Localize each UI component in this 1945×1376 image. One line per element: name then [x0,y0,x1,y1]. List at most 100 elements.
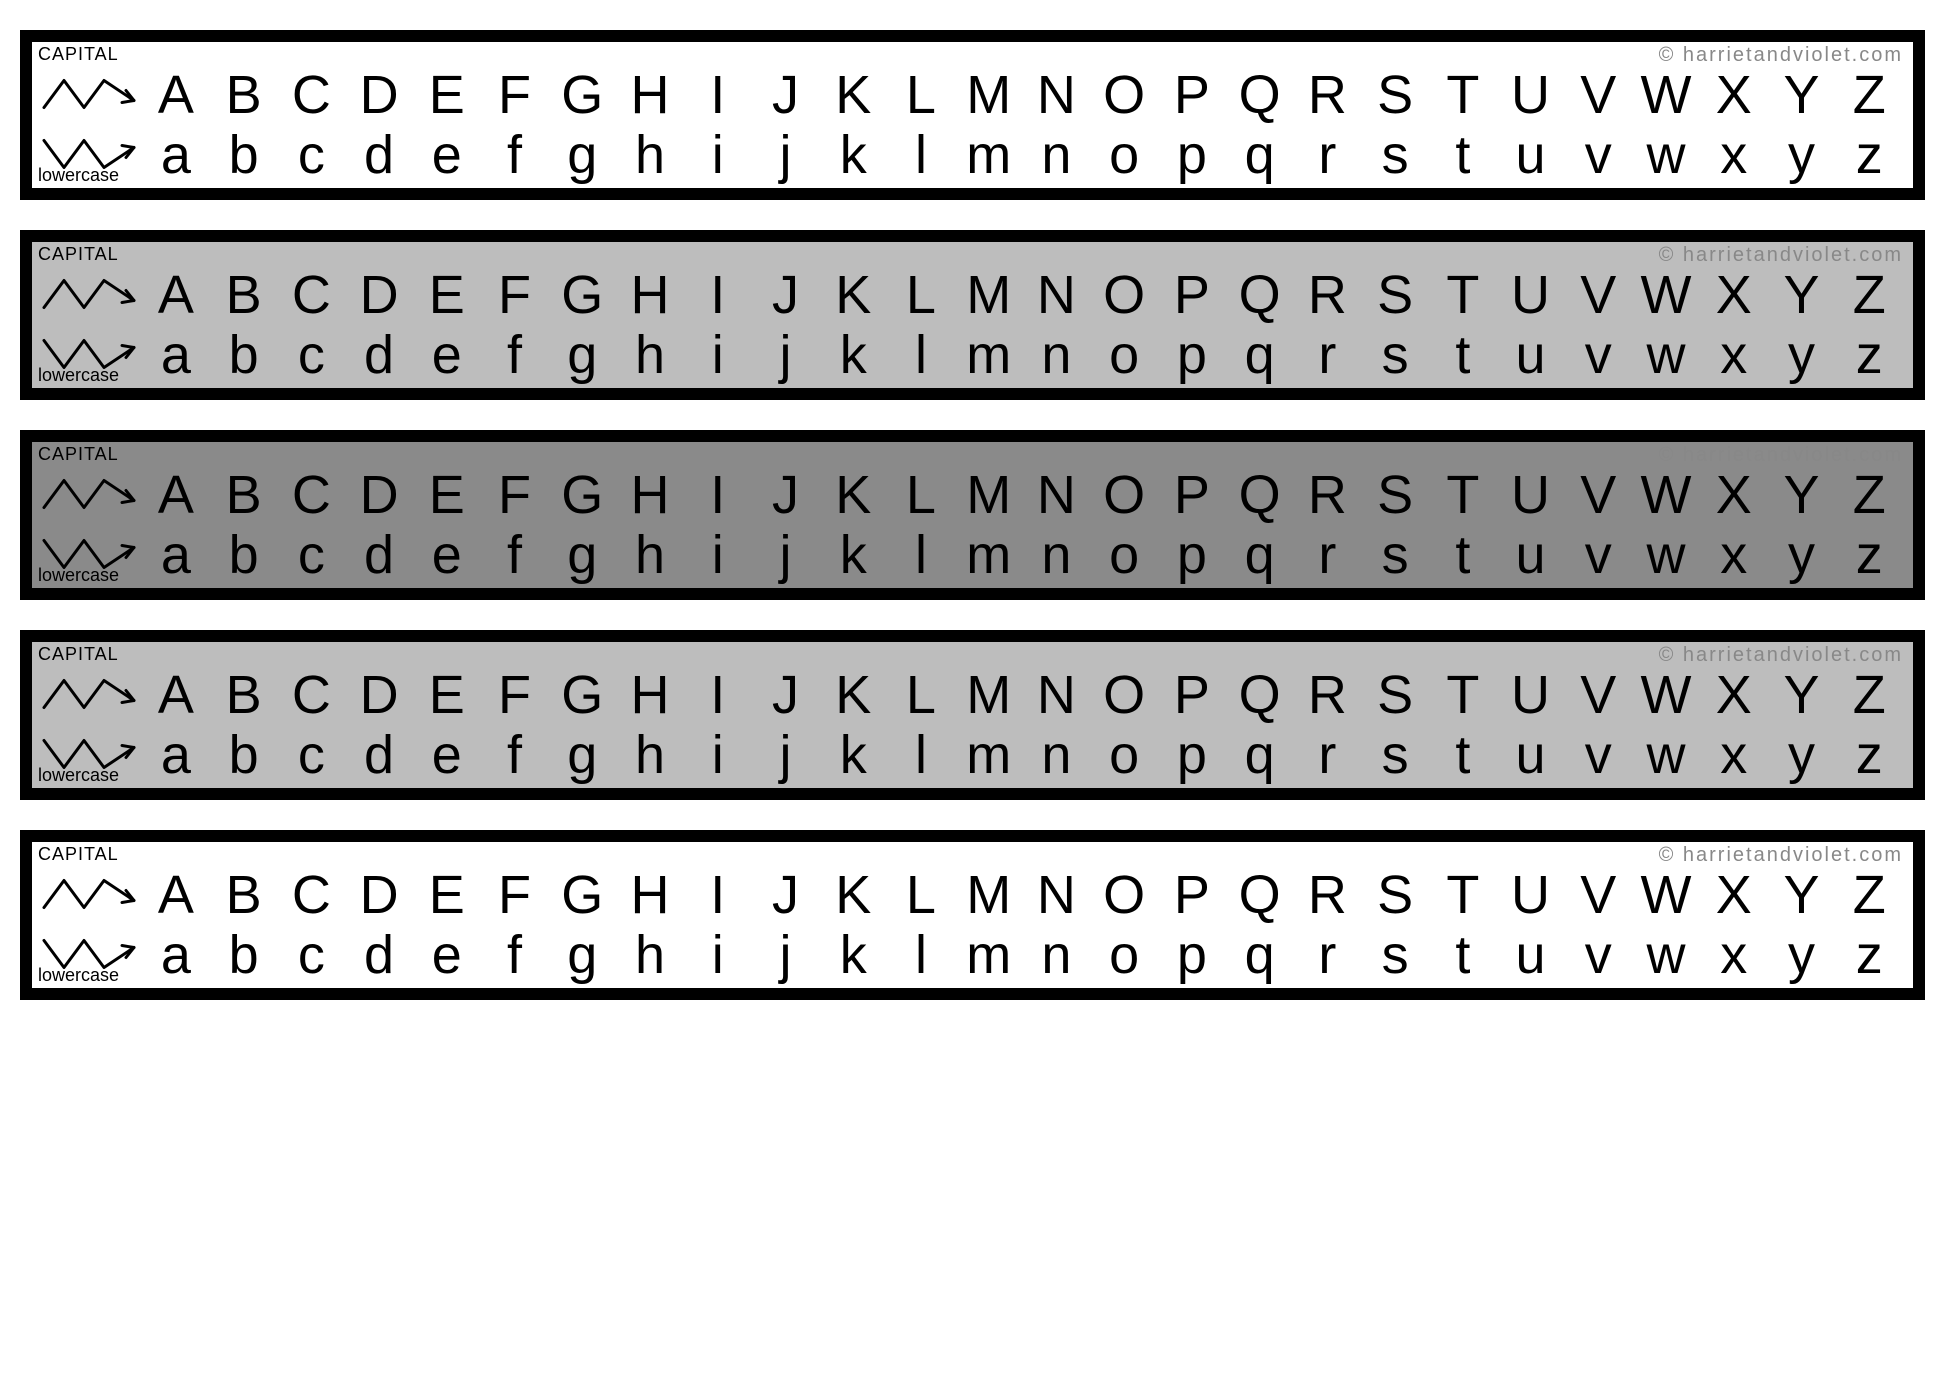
letter-upper: U [1497,868,1565,922]
letter-upper: J [752,868,820,922]
letter-upper: R [1293,668,1361,722]
letter-upper: B [210,468,278,522]
letter-upper: L [887,268,955,322]
letter-upper: P [1158,668,1226,722]
letter-upper: N [1023,668,1091,722]
letter-upper: W [1632,468,1700,522]
letter-upper: O [1090,868,1158,922]
letter-lower: n [1023,928,1091,982]
letter-upper: K [819,668,887,722]
letter-upper: A [142,868,210,922]
letter-lower: j [752,728,820,782]
letter-lower: w [1632,128,1700,182]
letter-lower: c [277,528,345,582]
letter-lower: j [752,928,820,982]
letter-lower: v [1564,128,1632,182]
letter-lower: p [1158,728,1226,782]
letter-lower: v [1564,728,1632,782]
letter-lower: m [955,728,1023,782]
letter-lower: g [548,928,616,982]
letter-lower: i [684,128,752,182]
letter-lower: u [1497,728,1565,782]
letter-lower: k [819,328,887,382]
letter-upper: Q [1226,868,1294,922]
letter-lower: n [1023,128,1091,182]
letter-upper: C [277,668,345,722]
letter-lower: q [1226,928,1294,982]
letter-lower: h [616,928,684,982]
letter-lower: t [1429,728,1497,782]
capital-label: CAPITAL [38,244,119,265]
letter-lower: e [413,128,481,182]
letter-upper: P [1158,268,1226,322]
letter-upper: K [819,268,887,322]
letter-lower: s [1361,928,1429,982]
letter-upper: Y [1768,68,1836,122]
letter-upper: X [1700,468,1768,522]
lowercase-row: abcdefghijklmnopqrstuvwxyz [142,528,1903,582]
alphabet-strips-page: CAPITALlowercase© harrietandviolet.comAB… [0,0,1945,1145]
letter-lower: h [616,728,684,782]
letter-upper: F [481,68,549,122]
letter-lower: u [1497,128,1565,182]
letter-upper: G [548,468,616,522]
letter-upper: A [142,668,210,722]
letter-lower: q [1226,328,1294,382]
letter-lower: m [955,328,1023,382]
credit-text: © harrietandviolet.com [1659,844,1903,867]
letter-upper: U [1497,668,1565,722]
zigzag-arrow-down-icon [42,330,142,380]
letter-lower: p [1158,128,1226,182]
letter-lower: j [752,328,820,382]
letter-lower: g [548,728,616,782]
letter-lower: t [1429,928,1497,982]
letter-upper: V [1564,868,1632,922]
letter-upper: P [1158,68,1226,122]
letter-upper: P [1158,468,1226,522]
letter-upper: C [277,868,345,922]
letter-lower: r [1293,128,1361,182]
letter-upper: N [1023,868,1091,922]
letter-upper: K [819,868,887,922]
uppercase-row: ABCDEFGHIJKLMNOPQRSTUVWXYZ [142,468,1903,522]
letter-lower: r [1293,928,1361,982]
letter-lower: n [1023,328,1091,382]
letter-lower: x [1700,928,1768,982]
letter-upper: G [548,268,616,322]
letter-lower: e [413,728,481,782]
letter-upper: O [1090,268,1158,322]
alphabet-strip: CAPITALlowercase© harrietandviolet.comAB… [20,30,1925,200]
letter-lower: s [1361,528,1429,582]
letter-lower: g [548,328,616,382]
letter-upper: N [1023,268,1091,322]
letter-upper: F [481,268,549,322]
letter-upper: K [819,468,887,522]
letter-upper: A [142,468,210,522]
alphabet-strip: CAPITALlowercase© harrietandviolet.comAB… [20,630,1925,800]
letter-upper: Z [1835,468,1903,522]
letter-upper: H [616,868,684,922]
letter-lower: r [1293,728,1361,782]
letter-upper: E [413,668,481,722]
lowercase-row: abcdefghijklmnopqrstuvwxyz [142,128,1903,182]
letter-lower: u [1497,928,1565,982]
letter-upper: C [277,268,345,322]
alphabet-strip: CAPITALlowercase© harrietandviolet.comAB… [20,230,1925,400]
letter-lower: b [210,328,278,382]
capital-label: CAPITAL [38,44,119,65]
letter-lower: o [1090,528,1158,582]
letter-upper: F [481,468,549,522]
letter-lower: z [1835,728,1903,782]
letter-lower: e [413,928,481,982]
letter-upper: H [616,668,684,722]
letter-upper: J [752,68,820,122]
letter-upper: G [548,68,616,122]
letter-upper: D [345,468,413,522]
letter-upper: R [1293,68,1361,122]
letter-upper: M [955,868,1023,922]
letter-upper: H [616,68,684,122]
letter-lower: f [481,528,549,582]
letter-lower: o [1090,328,1158,382]
letter-lower: s [1361,328,1429,382]
letter-lower: z [1835,328,1903,382]
